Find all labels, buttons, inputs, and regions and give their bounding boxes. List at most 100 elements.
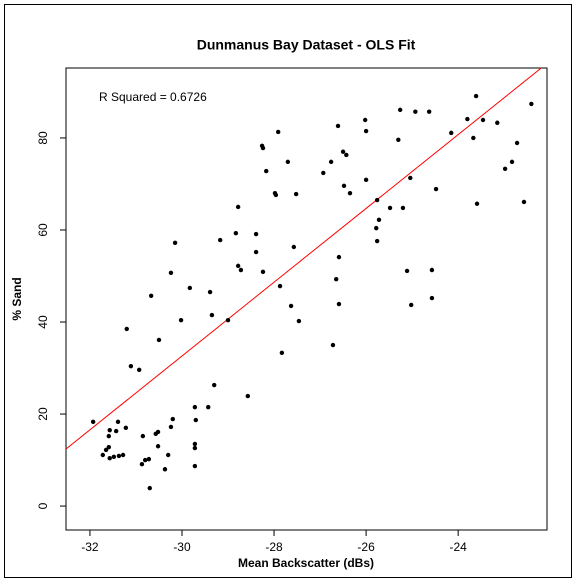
point	[260, 145, 266, 151]
point	[238, 267, 244, 273]
point	[172, 240, 178, 246]
point	[291, 244, 297, 250]
point	[471, 135, 476, 141]
x-tick-label: -30	[173, 540, 191, 554]
point	[285, 159, 291, 165]
point	[321, 170, 326, 176]
point	[288, 303, 294, 309]
point	[106, 433, 112, 439]
point	[521, 199, 527, 205]
point	[235, 263, 241, 269]
point	[480, 117, 486, 123]
x-tick-label: -26	[357, 540, 375, 554]
point	[336, 301, 342, 307]
point	[136, 367, 142, 373]
point	[120, 452, 126, 458]
x-tick-label: -24	[449, 540, 467, 554]
point	[330, 342, 336, 348]
point	[192, 441, 198, 447]
point	[396, 137, 401, 142]
point	[233, 230, 239, 236]
point	[155, 444, 161, 449]
point	[113, 428, 119, 434]
point	[245, 393, 251, 399]
point	[103, 447, 109, 453]
annotation: R Squared = 0.6726	[99, 90, 207, 104]
point	[140, 433, 146, 439]
point	[502, 166, 508, 171]
point	[207, 289, 213, 295]
point	[296, 318, 302, 324]
point	[374, 238, 380, 244]
point	[363, 177, 369, 183]
point	[193, 417, 199, 423]
y-tick-label: 0	[36, 502, 50, 509]
point	[328, 159, 334, 165]
point	[192, 445, 198, 451]
frame	[4, 4, 572, 578]
point	[376, 217, 382, 223]
point	[408, 175, 413, 181]
point	[509, 159, 515, 165]
point	[426, 109, 432, 114]
point	[165, 452, 171, 458]
point	[100, 452, 106, 458]
y-tick-label: 40	[36, 315, 50, 329]
point	[178, 317, 184, 323]
point	[123, 425, 129, 431]
point	[397, 107, 403, 113]
point	[206, 404, 211, 410]
point	[374, 197, 380, 203]
point	[168, 424, 174, 430]
point	[341, 183, 347, 189]
point	[90, 419, 96, 425]
point	[433, 186, 439, 192]
point	[107, 427, 112, 433]
point	[235, 204, 241, 210]
point	[387, 205, 393, 211]
x-tick-label: -28	[265, 540, 283, 554]
point	[273, 192, 279, 198]
point	[148, 293, 154, 298]
point	[363, 128, 369, 134]
point	[264, 168, 269, 174]
point	[340, 149, 346, 154]
point	[495, 120, 500, 125]
point	[400, 205, 406, 211]
y-tick-label: 60	[36, 223, 50, 237]
point	[404, 268, 410, 274]
point	[162, 467, 168, 472]
point	[275, 129, 281, 135]
point	[333, 277, 339, 282]
point	[142, 457, 148, 463]
point	[192, 404, 198, 410]
point	[374, 225, 379, 231]
point	[473, 93, 479, 99]
point	[168, 270, 174, 275]
point	[344, 152, 349, 158]
point	[212, 382, 217, 388]
x-tick-label: -32	[81, 540, 99, 554]
point	[116, 453, 122, 459]
point	[335, 123, 341, 129]
point	[187, 285, 193, 291]
point	[253, 249, 259, 255]
point	[277, 283, 283, 289]
point	[192, 463, 198, 469]
point	[293, 191, 299, 197]
point	[115, 419, 121, 425]
point	[170, 416, 175, 422]
point	[429, 295, 435, 301]
point	[156, 337, 162, 343]
y-tick-label: 80	[36, 131, 50, 145]
point	[529, 101, 534, 107]
point	[413, 109, 418, 114]
point	[209, 312, 215, 318]
point	[449, 130, 454, 136]
point	[128, 363, 134, 369]
point	[429, 267, 435, 273]
point	[155, 429, 161, 435]
fit-line	[66, 68, 543, 450]
